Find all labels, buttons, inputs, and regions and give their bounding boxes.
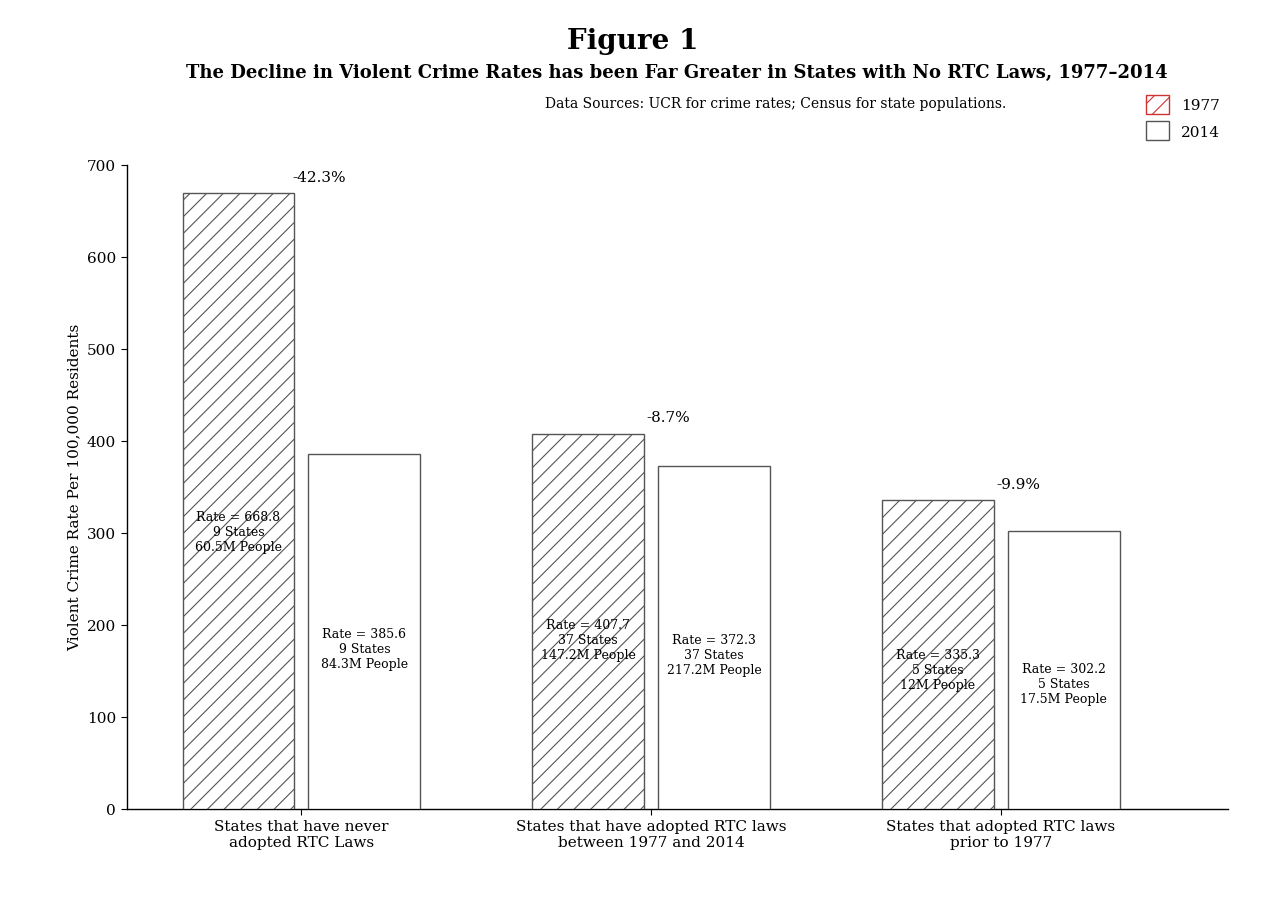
Text: Rate = 407.7
37 States
147.2M People: Rate = 407.7 37 States 147.2M People — [541, 618, 636, 662]
Bar — [882, 501, 994, 809]
Text: -9.9%: -9.9% — [996, 477, 1041, 492]
Bar — [182, 194, 295, 809]
Text: Rate = 372.3
37 States
217.2M People: Rate = 372.3 37 States 217.2M People — [667, 633, 761, 676]
Bar — [658, 467, 770, 809]
Bar — [532, 434, 644, 809]
Bar — [309, 454, 420, 809]
Text: The Decline in Violent Crime Rates has been Far Greater in States with No RTC La: The Decline in Violent Crime Rates has b… — [186, 63, 1169, 82]
Text: Rate = 385.6
9 States
84.3M People: Rate = 385.6 9 States 84.3M People — [320, 628, 408, 671]
Text: Rate = 668.8
9 States
60.5M People: Rate = 668.8 9 States 60.5M People — [195, 511, 282, 553]
Text: -42.3%: -42.3% — [292, 171, 346, 185]
Y-axis label: Violent Crime Rate Per 100,000 Residents: Violent Crime Rate Per 100,000 Residents — [67, 323, 81, 651]
Text: Data Sources: UCR for crime rates; Census for state populations.: Data Sources: UCR for crime rates; Censu… — [546, 96, 1006, 110]
Text: Rate = 302.2
5 States
17.5M People: Rate = 302.2 5 States 17.5M People — [1020, 663, 1108, 705]
Text: Rate = 335.3
5 States
12M People: Rate = 335.3 5 States 12M People — [896, 649, 980, 691]
Text: Figure 1: Figure 1 — [567, 28, 699, 54]
Text: -8.7%: -8.7% — [647, 411, 690, 425]
Bar — [1008, 531, 1119, 809]
Legend: 1977, 2014: 1977, 2014 — [1146, 96, 1220, 141]
